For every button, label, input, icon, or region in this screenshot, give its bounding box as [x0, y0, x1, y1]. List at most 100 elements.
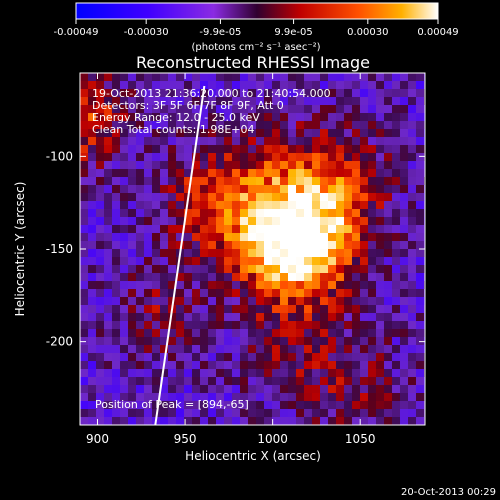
heatmap-cell [344, 409, 352, 417]
heatmap-cell [344, 257, 352, 265]
heatmap-cell [336, 201, 344, 209]
heatmap-cell [384, 265, 392, 273]
heatmap-cell [288, 169, 296, 177]
heatmap-cell [136, 129, 144, 137]
heatmap-cell [112, 137, 120, 145]
heatmap-cell [120, 313, 128, 321]
heatmap-cell [208, 417, 216, 425]
heatmap-cell [208, 329, 216, 337]
heatmap-cell [376, 329, 384, 337]
heatmap-cell [200, 81, 208, 89]
heatmap-cell [320, 265, 328, 273]
heatmap-cell [256, 121, 264, 129]
heatmap-cell [144, 137, 152, 145]
heatmap-cell [280, 401, 288, 409]
heatmap-cell [320, 217, 328, 225]
heatmap-cell [296, 409, 304, 417]
heatmap-cell [392, 361, 400, 369]
heatmap-cell [320, 97, 328, 105]
heatmap-cell [208, 169, 216, 177]
heatmap-cell [104, 281, 112, 289]
heatmap-cell [152, 161, 160, 169]
heatmap-cell [232, 393, 240, 401]
heatmap-cell [192, 345, 200, 353]
heatmap-cell [104, 329, 112, 337]
heatmap-cell [272, 401, 280, 409]
heatmap-cell [216, 337, 224, 345]
heatmap-cell [336, 161, 344, 169]
heatmap-cell [208, 257, 216, 265]
heatmap-cell [272, 353, 280, 361]
heatmap-cell [112, 89, 120, 97]
heatmap-cell [144, 225, 152, 233]
heatmap-cell [264, 273, 272, 281]
heatmap-cell [392, 321, 400, 329]
heatmap-cell [384, 145, 392, 153]
heatmap-cell [184, 409, 192, 417]
heatmap-cell [336, 249, 344, 257]
heatmap-cell [104, 89, 112, 97]
heatmap-cell [320, 225, 328, 233]
heatmap-cell [80, 73, 88, 81]
heatmap-cell [144, 73, 152, 81]
heatmap-cell [336, 289, 344, 297]
heatmap-cell [384, 225, 392, 233]
heatmap-cell [352, 185, 360, 193]
heatmap-cell [136, 217, 144, 225]
heatmap-cell [344, 161, 352, 169]
heatmap-cell [408, 145, 416, 153]
heatmap-cell [248, 417, 256, 425]
heatmap-cell [416, 281, 424, 289]
heatmap-cell [352, 73, 360, 81]
heatmap-cell [208, 401, 216, 409]
heatmap-cell [296, 321, 304, 329]
heatmap-cell [416, 233, 424, 241]
heatmap-cell [328, 153, 336, 161]
heatmap-cell [136, 249, 144, 257]
heatmap-cell [416, 217, 424, 225]
heatmap-cell [152, 281, 160, 289]
heatmap-cell [128, 297, 136, 305]
heatmap-cell [192, 353, 200, 361]
heatmap-cell [88, 321, 96, 329]
heatmap-cell [200, 393, 208, 401]
heatmap-cell [96, 409, 104, 417]
heatmap-cell [272, 137, 280, 145]
heatmap-cell [176, 89, 184, 97]
colorbar-tick-label: -0.00030 [124, 27, 169, 38]
heatmap-cell [96, 241, 104, 249]
heatmap-cell [272, 329, 280, 337]
heatmap-cell [144, 233, 152, 241]
heatmap-cell [400, 273, 408, 281]
heatmap-cell [240, 113, 248, 121]
heatmap-cell [216, 185, 224, 193]
heatmap-cell [344, 273, 352, 281]
heatmap-cell [280, 241, 288, 249]
heatmap-cell [224, 385, 232, 393]
heatmap-cell [416, 289, 424, 297]
heatmap-cell [80, 273, 88, 281]
heatmap-cell [376, 345, 384, 353]
heatmap-cell [336, 321, 344, 329]
heatmap-cell [416, 113, 424, 121]
heatmap-cell [200, 153, 208, 161]
heatmap-cell [144, 297, 152, 305]
heatmap-cell [320, 417, 328, 425]
heatmap-cell [216, 209, 224, 217]
heatmap-cell [232, 337, 240, 345]
heatmap-cell [120, 385, 128, 393]
heatmap-cell [200, 281, 208, 289]
heatmap-cell [352, 257, 360, 265]
heatmap-cell [368, 169, 376, 177]
heatmap-cell [272, 145, 280, 153]
heatmap-cell [136, 113, 144, 121]
heatmap-cell [376, 153, 384, 161]
colorbar-gradient [75, 2, 439, 20]
heatmap-cell [136, 369, 144, 377]
heatmap-cell [200, 129, 208, 137]
heatmap-cell [408, 81, 416, 89]
heatmap-cell [144, 169, 152, 177]
heatmap-cell [176, 81, 184, 89]
heatmap-cell [152, 145, 160, 153]
heatmap-cell [184, 297, 192, 305]
